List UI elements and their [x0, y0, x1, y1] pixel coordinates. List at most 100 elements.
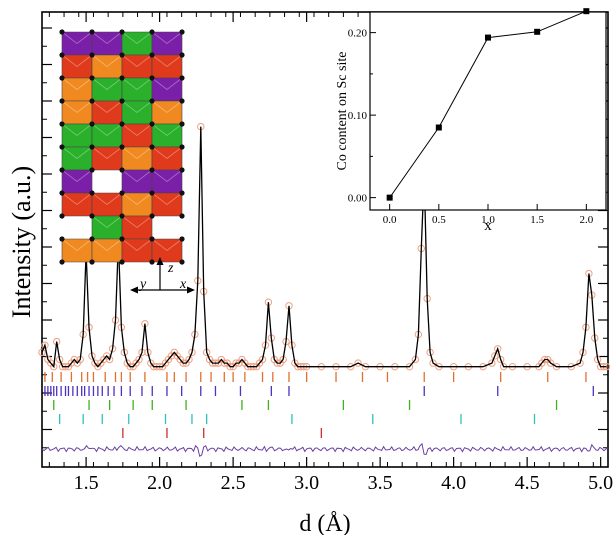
inset-chart: 0.0 0.5 1.0 1.5 2.0 0.00 0.10 0.20 x Co content…	[335, 8, 607, 234]
atom	[59, 121, 65, 127]
octahedron-edge	[121, 215, 153, 229]
octahedron-edge	[91, 146, 123, 160]
inset-frame	[369, 11, 607, 211]
octahedron-edge	[151, 192, 183, 206]
octahedron-edge	[121, 123, 153, 137]
inset-x-tick-label: 2.0	[579, 214, 593, 226]
observed-point	[494, 345, 502, 353]
inset-y-axis-label: Co content on Sc site	[335, 52, 350, 171]
x-tick-label: 4.0	[441, 472, 466, 494]
octahedron-edge	[121, 31, 153, 45]
atom	[59, 213, 65, 219]
difference-curve	[41, 442, 609, 457]
atom	[59, 98, 65, 104]
octahedron-edge	[61, 192, 93, 206]
structure-axes: z y x	[130, 257, 195, 294]
inset-point	[386, 194, 393, 201]
octahedron-edge	[151, 238, 183, 252]
octahedron-edge	[151, 146, 183, 160]
atom	[179, 121, 185, 127]
atom	[119, 190, 125, 196]
inset-point	[435, 124, 442, 131]
octahedron-edge	[91, 100, 123, 114]
reflection-tick-marks	[44, 372, 594, 438]
octahedron-edge	[91, 192, 123, 206]
atom	[89, 75, 95, 81]
observed-point	[105, 355, 114, 364]
atom	[89, 121, 95, 127]
observed-point	[135, 355, 143, 364]
inset-x-tick-label: 0.5	[432, 214, 446, 226]
inset-x-axis-label: x	[484, 218, 492, 234]
axis-z-label: z	[167, 261, 174, 276]
atom	[149, 75, 155, 81]
octahedron-edge	[151, 54, 183, 68]
octahedron-edge	[91, 54, 123, 68]
observed-point	[496, 355, 505, 364]
octahedron-edge	[91, 77, 123, 91]
atom	[149, 213, 155, 219]
atom	[149, 121, 155, 127]
atom	[89, 98, 95, 104]
octahedron-edge	[121, 238, 153, 252]
octahedron-edge	[151, 31, 183, 45]
atom	[179, 52, 185, 58]
axis-y-label: y	[138, 277, 147, 292]
octahedron-edge	[151, 169, 183, 183]
octahedron-edge	[121, 192, 153, 206]
atom	[89, 52, 95, 58]
atom	[179, 75, 185, 81]
atom	[59, 144, 65, 150]
atom	[119, 259, 125, 265]
main-x-axis-label: d (Å)	[299, 511, 350, 535]
octahedron-edge	[91, 123, 123, 137]
main-y-axis-label: Intensity (a.u.)	[7, 166, 36, 318]
atom	[119, 52, 125, 58]
inset-y-tick-label: 0.00	[348, 193, 368, 205]
atom	[149, 52, 155, 58]
atom	[59, 190, 65, 196]
observed-point	[488, 359, 496, 367]
octahedron-edge	[151, 77, 183, 91]
octahedron-edge	[121, 54, 153, 68]
atom	[59, 259, 65, 265]
atom	[89, 144, 95, 150]
octahedron-edge	[61, 31, 93, 45]
inset-y-tick-label: 0.20	[348, 28, 368, 40]
inset-ticks: 0.0 0.5 1.0 1.5 2.0 0.00 0.10 0.20	[348, 28, 594, 226]
observed-point	[185, 355, 193, 364]
atom	[89, 167, 95, 173]
atom	[179, 190, 185, 196]
crystal-structure-inset	[59, 29, 185, 265]
octahedron-edge	[61, 238, 93, 252]
atom	[179, 144, 185, 150]
atom	[179, 213, 185, 219]
observed-point	[546, 359, 555, 367]
main-plot-frame	[41, 11, 609, 468]
inset-x-tick-label: 1.0	[481, 214, 495, 226]
observed-point	[38, 348, 46, 357]
atom	[149, 236, 155, 242]
octahedron-edge	[91, 215, 123, 229]
atom	[89, 190, 95, 196]
atom	[89, 213, 95, 219]
atom	[119, 75, 125, 81]
x-tick-label: 4.5	[515, 472, 540, 494]
atom	[119, 236, 125, 242]
atom	[149, 98, 155, 104]
atom	[59, 236, 65, 242]
x-tick-label: 1.5	[74, 472, 99, 494]
atom	[119, 98, 125, 104]
octahedron-edge	[91, 31, 123, 45]
atom	[89, 236, 95, 242]
atom	[179, 98, 185, 104]
x-tick-label: 3.5	[368, 472, 393, 494]
octahedron-edge	[121, 100, 153, 114]
observed-point	[576, 359, 584, 367]
atom	[179, 259, 185, 265]
octahedron-edge	[121, 77, 153, 91]
x-tick-label: 2.5	[221, 472, 246, 494]
atom	[149, 29, 155, 35]
octahedron-edge	[121, 146, 153, 160]
